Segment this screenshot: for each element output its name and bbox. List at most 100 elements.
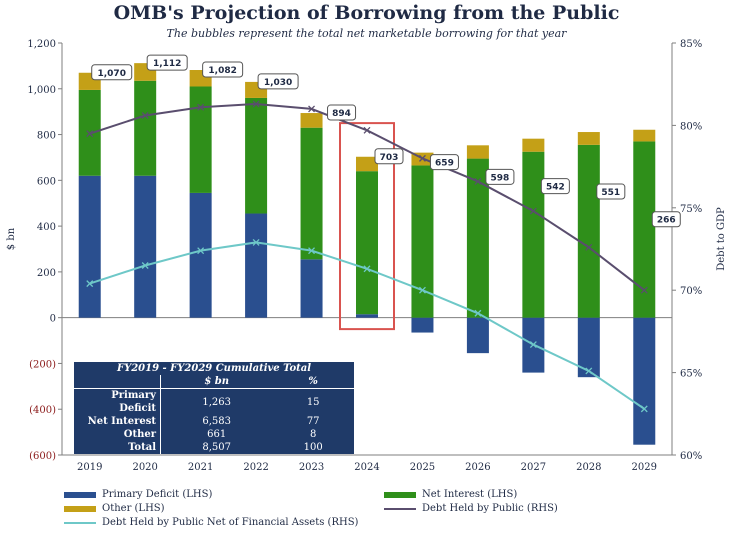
x-tick-label: 2029 xyxy=(632,462,657,473)
x-tick-label: 2028 xyxy=(576,462,601,473)
bar-primary-deficit xyxy=(633,317,656,445)
table-cell-bn: 6,583 xyxy=(202,416,231,427)
bar-other xyxy=(577,132,600,145)
highlight-layer xyxy=(339,122,395,331)
legend-swatch-primary-deficit xyxy=(64,491,96,498)
bubble-box xyxy=(429,154,459,171)
point-debt-net xyxy=(197,247,205,255)
x-tick-label: 2020 xyxy=(132,462,157,473)
bar-primary-deficit xyxy=(577,317,600,378)
y-tick-label: (200) xyxy=(29,359,56,370)
bubble-label: 1,082 xyxy=(208,66,236,76)
point-debt-net xyxy=(308,247,316,255)
chart-subtitle: The bubbles represent the total net mark… xyxy=(166,27,567,40)
bubble-label: 542 xyxy=(546,183,565,193)
point-debt-held xyxy=(252,100,260,108)
bubble-label: 266 xyxy=(657,216,676,226)
x-tick-label: 2023 xyxy=(299,462,324,473)
legend-swatch-net-interest xyxy=(384,491,416,498)
cumulative-total-table: FY2019 - FY2029 Cumulative Total $ bn % … xyxy=(74,362,354,454)
bar-primary-deficit xyxy=(78,175,101,318)
point-debt-net xyxy=(640,405,648,413)
bubble-box xyxy=(485,168,515,185)
y2-axis-title: Debt to GDP xyxy=(716,207,727,271)
highlight-box-2024 xyxy=(339,122,395,331)
point-debt-net xyxy=(86,280,94,288)
bars-layer xyxy=(78,63,656,445)
y-tick-label: 800 xyxy=(37,131,56,142)
point-debt-held xyxy=(640,286,648,294)
table-cell-pct: 100 xyxy=(303,442,323,453)
bubble-box xyxy=(327,104,357,121)
legend-debt-held: Debt Held by Public (RHS) xyxy=(384,503,558,514)
point-debt-net xyxy=(474,309,482,317)
bubble-box xyxy=(257,73,299,90)
table-row-label: Primary Deficit xyxy=(74,388,161,415)
x-tick-label: 2019 xyxy=(77,462,102,473)
chart-title: OMB's Projection of Borrowing from the P… xyxy=(113,2,620,24)
y-tick-label: (600) xyxy=(29,451,56,462)
bar-other xyxy=(356,156,378,172)
table-row: Other 661 8 xyxy=(74,428,354,441)
legend-other: Other (LHS) xyxy=(64,503,165,514)
bar-primary-deficit xyxy=(466,317,489,354)
bar-net-interest xyxy=(134,80,157,176)
x-tick-label: 2021 xyxy=(188,462,213,473)
table-cell-bn: 661 xyxy=(207,429,227,440)
point-debt-held xyxy=(418,154,426,162)
bar-primary-deficit xyxy=(134,175,157,318)
bubble-box xyxy=(91,64,133,81)
bubble-label: 1,030 xyxy=(264,78,292,88)
legend-swatch-debt-net xyxy=(64,521,96,524)
legend-swatch-other xyxy=(64,505,96,512)
point-debt-held xyxy=(86,130,94,138)
point-debt-held xyxy=(141,112,149,119)
table-cell-pct: 77 xyxy=(306,416,320,427)
bubble-label: 551 xyxy=(601,188,620,198)
y2-tick-label: 70% xyxy=(680,286,702,297)
bubble-box xyxy=(596,183,626,200)
bar-primary-deficit xyxy=(245,213,268,318)
bubble-label: 894 xyxy=(332,109,351,119)
y-tick-label: 200 xyxy=(37,268,56,279)
bubble-label: 598 xyxy=(491,173,510,183)
y2-tick-label: 65% xyxy=(680,369,702,380)
axes-layer: 1,2001,0008006004002000(200)(400)(600)85… xyxy=(6,39,727,473)
legend-label-net-interest: Net Interest (LHS) xyxy=(422,489,518,500)
table-header-bn: $ bn xyxy=(160,375,273,389)
table-cell-pct: 8 xyxy=(310,429,317,440)
table-row-label: Total xyxy=(74,441,161,454)
y2-tick-label: 60% xyxy=(680,451,702,462)
legend-primary-deficit: Primary Deficit (LHS) xyxy=(64,489,212,500)
legend-label-debt-held: Debt Held by Public (RHS) xyxy=(422,503,558,514)
bubble-label: 1,112 xyxy=(153,59,181,69)
point-debt-held xyxy=(197,103,205,111)
bar-net-interest xyxy=(466,158,489,318)
bar-net-interest xyxy=(189,86,212,193)
y-tick-label: 600 xyxy=(37,176,56,187)
point-debt-held xyxy=(308,105,316,113)
legend-label-primary-deficit: Primary Deficit (LHS) xyxy=(102,489,213,500)
bar-other xyxy=(522,138,545,152)
table-header-blank xyxy=(74,375,161,389)
table-title: FY2019 - FY2029 Cumulative Total xyxy=(116,363,312,374)
point-debt-net xyxy=(529,341,537,349)
y-tick-label: 0 xyxy=(50,314,56,325)
legend-label-debt-net: Debt Held by Public Net of Financial Ass… xyxy=(102,517,359,528)
bar-primary-deficit xyxy=(189,192,212,318)
legend-label-other: Other (LHS) xyxy=(102,503,165,514)
table-cell-bn: 8,507 xyxy=(202,442,231,453)
bubble-box xyxy=(651,211,681,228)
bar-net-interest xyxy=(411,165,434,318)
x-tick-label: 2026 xyxy=(465,462,490,473)
legend-swatch-debt-held xyxy=(384,507,416,510)
bar-net-interest xyxy=(245,97,268,214)
bar-net-interest xyxy=(300,127,323,260)
x-tick-label: 2024 xyxy=(354,462,379,473)
bar-net-interest xyxy=(577,144,600,318)
x-tick-label: 2027 xyxy=(521,462,546,473)
table-cell-bn: 1,263 xyxy=(202,396,231,408)
bubble-box xyxy=(374,148,404,165)
point-debt-net xyxy=(418,286,426,294)
